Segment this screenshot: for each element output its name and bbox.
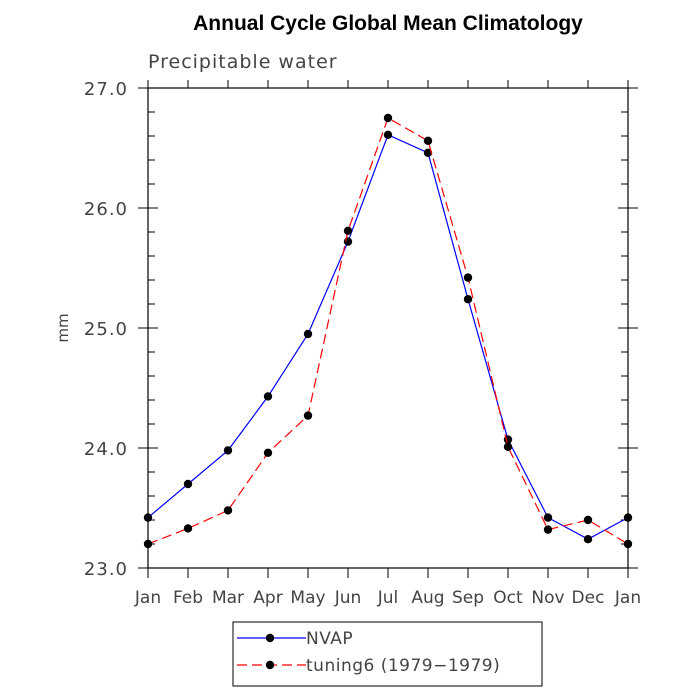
data-point — [503, 442, 513, 451]
y-axis-title: mm — [54, 313, 72, 342]
data-point — [343, 226, 353, 235]
x-tick-label: Apr — [253, 588, 282, 608]
x-tick-label: Jan — [134, 588, 161, 608]
x-tick-label: Jun — [334, 588, 362, 608]
data-point — [223, 506, 233, 515]
y-tick-label: 26.0 — [84, 199, 128, 220]
x-tick-label: Dec — [572, 588, 605, 608]
x-tick-label: Jul — [377, 588, 399, 608]
chart-title: Annual Cycle Global Mean Climatology — [193, 12, 583, 35]
series-layer — [143, 113, 633, 549]
x-tick-label: May — [290, 588, 325, 608]
x-tick-label: Oct — [493, 588, 523, 608]
x-tick-label: Nov — [531, 588, 564, 608]
data-point — [463, 273, 473, 282]
data-point — [183, 479, 193, 489]
data-point — [343, 237, 353, 246]
data-point — [143, 513, 153, 522]
plot-frame — [147, 87, 629, 569]
legend-marker — [265, 633, 275, 643]
y-tick-label: 25.0 — [84, 319, 128, 340]
data-point — [183, 524, 193, 533]
data-point — [543, 525, 553, 534]
x-tick-label: Mar — [212, 588, 244, 608]
axis-ticks: Jan Feb Mar Apr May Jun Jul Aug Sep Oct Nov Dec Jan 2… — [84, 79, 641, 608]
data-point — [303, 411, 313, 420]
data-point — [543, 513, 553, 522]
x-tick-label: Sep — [452, 588, 484, 608]
data-point — [303, 329, 313, 339]
data-point — [583, 535, 593, 544]
legend-marker — [265, 660, 275, 670]
series-line-1 — [147, 117, 629, 545]
chart-subtitle: Precipitable water — [148, 51, 338, 73]
x-tick-label: Jan — [614, 588, 641, 608]
data-point — [383, 113, 393, 123]
data-point — [423, 148, 433, 157]
x-tick-label: Aug — [411, 588, 444, 608]
data-point — [223, 446, 233, 455]
data-point — [623, 513, 633, 522]
legend-box — [232, 621, 543, 687]
data-point — [423, 136, 433, 145]
legend-label: tuning6 (1979−1979) — [306, 656, 500, 676]
legend-label: NVAP — [306, 629, 353, 649]
data-point — [463, 295, 473, 304]
y-tick-label: 27.0 — [84, 79, 128, 100]
data-point — [263, 392, 273, 401]
legend: NVAP tuning6 (1979−1979) — [232, 621, 543, 687]
data-point — [583, 515, 593, 525]
y-tick-label: 24.0 — [84, 439, 128, 460]
x-tick-label: Feb — [173, 588, 203, 608]
data-point — [143, 539, 153, 549]
data-point — [623, 539, 633, 549]
y-tick-label: 23.0 — [84, 559, 128, 580]
series-line-0 — [147, 133, 629, 540]
data-point — [383, 130, 393, 139]
data-point — [263, 448, 273, 457]
